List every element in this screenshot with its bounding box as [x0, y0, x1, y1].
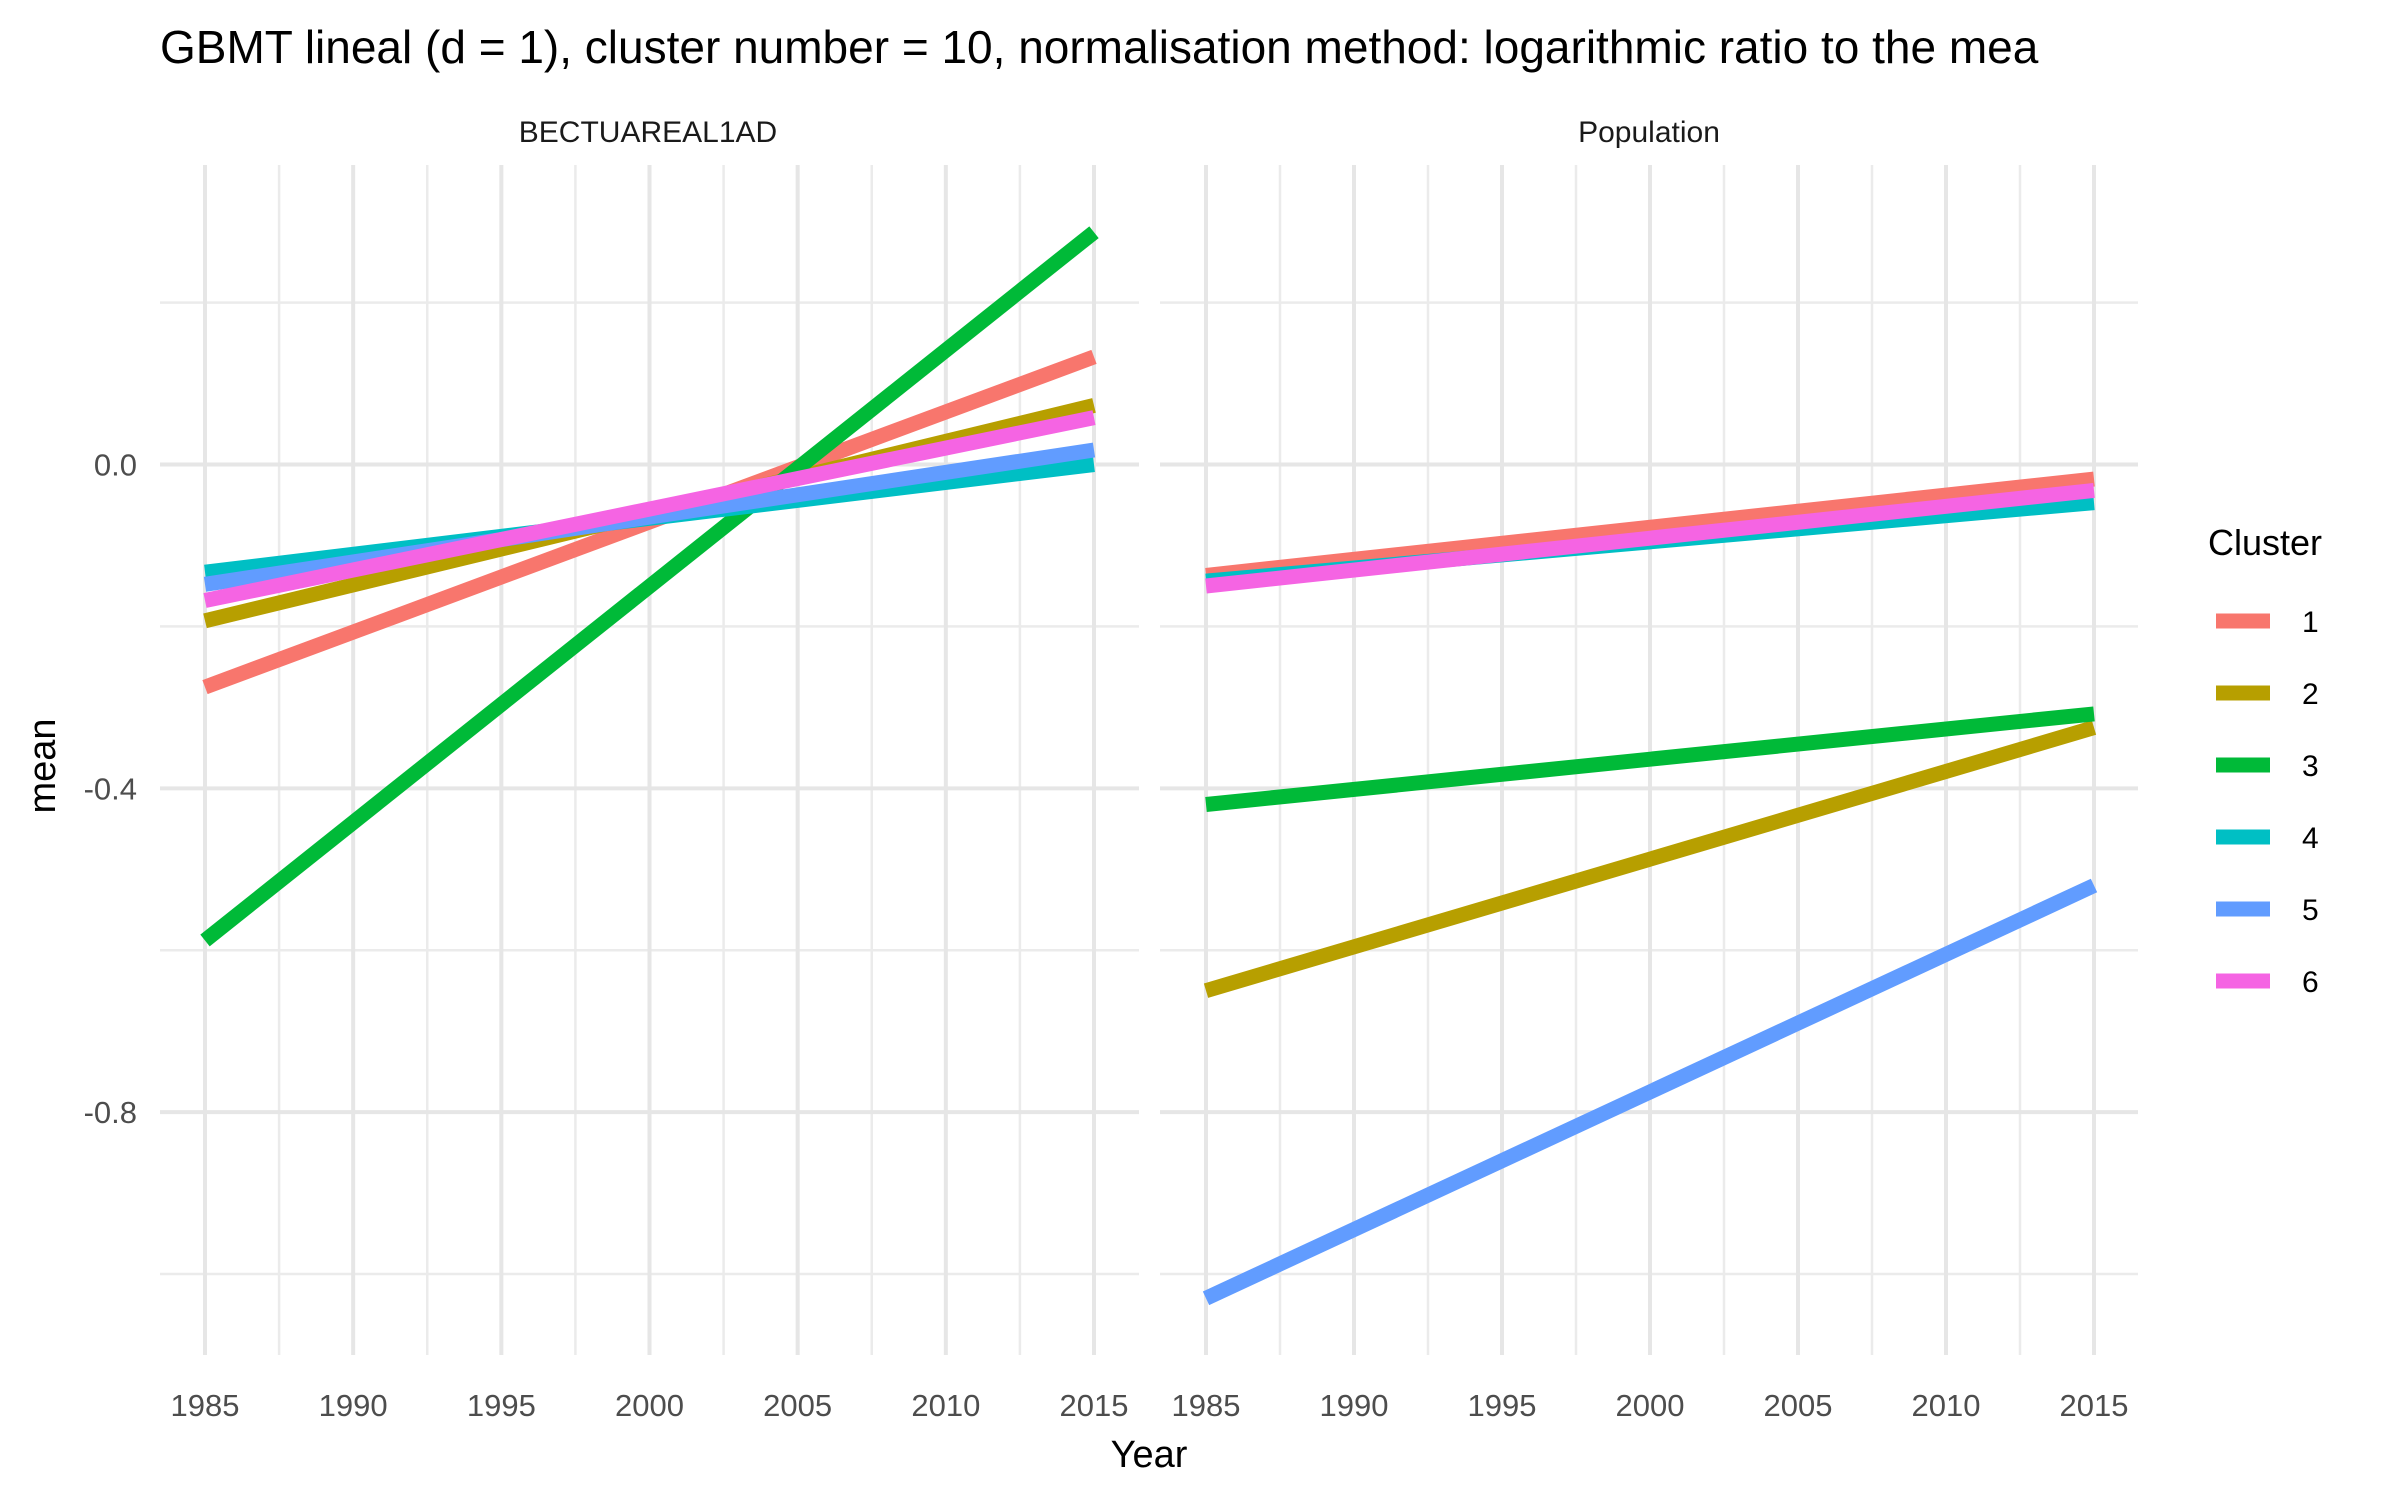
panel-strip-label-2: Population [1578, 116, 1720, 149]
x-tick-label: 2010 [911, 1388, 980, 1423]
x-tick-label: 1985 [171, 1388, 240, 1423]
series-line-cluster-3 [1205, 706, 2095, 812]
panel-strip-label-1: BECTUAREAL1AD [519, 116, 777, 149]
y-tick-label: -0.8 [84, 1095, 137, 1130]
x-tick-label: 2010 [1912, 1388, 1981, 1423]
x-tick-label: 1990 [319, 1388, 388, 1423]
legend-label-2: 2 [2302, 678, 2319, 711]
chart-title: GBMT lineal (d = 1), cluster number = 10… [160, 21, 2039, 73]
legend-label-5: 5 [2302, 894, 2319, 927]
series-line-cluster-5 [203, 442, 1096, 592]
series-line-cluster-1 [1205, 471, 2095, 583]
series-line-cluster-6 [203, 410, 1096, 608]
y-tick-label: -0.4 [84, 771, 137, 806]
x-tick-label: 2015 [1060, 1388, 1129, 1423]
x-tick-label: 2005 [1764, 1388, 1833, 1423]
y-tick-label: 0.0 [94, 448, 137, 483]
x-tick-label: 2005 [763, 1388, 832, 1423]
legend-title: Cluster [2208, 522, 2322, 563]
legend-label-3: 3 [2302, 750, 2319, 783]
grid-lines [160, 165, 2138, 1355]
x-tick-label: 2000 [1616, 1388, 1685, 1423]
x-axis-title: Year [1111, 1434, 1188, 1476]
y-axis-title: mean [22, 718, 64, 813]
series-line-cluster-2 [1203, 720, 2097, 998]
x-tick-label: 1985 [1172, 1388, 1241, 1423]
x-tick-label: 2015 [2060, 1388, 2129, 1423]
x-tick-label: 2000 [615, 1388, 684, 1423]
series-lines [200, 226, 2098, 1306]
series-line-cluster-3 [200, 226, 1099, 947]
legend-label-1: 1 [2302, 606, 2319, 639]
x-tick-label: 1995 [467, 1388, 536, 1423]
legend-label-6: 6 [2302, 966, 2319, 999]
tick-labels: 1985 1990 1995 2000 2005 2010 2015 1985 1990 1995… [84, 448, 2129, 1423]
series-line-cluster-5 [1202, 878, 2098, 1306]
x-tick-label: 1995 [1468, 1388, 1537, 1423]
legend: Cluster 1 2 3 4 5 6 [2208, 522, 2322, 999]
legend-label-4: 4 [2302, 822, 2319, 855]
series-line-cluster-6 [1205, 482, 2095, 594]
x-tick-label: 1990 [1320, 1388, 1389, 1423]
